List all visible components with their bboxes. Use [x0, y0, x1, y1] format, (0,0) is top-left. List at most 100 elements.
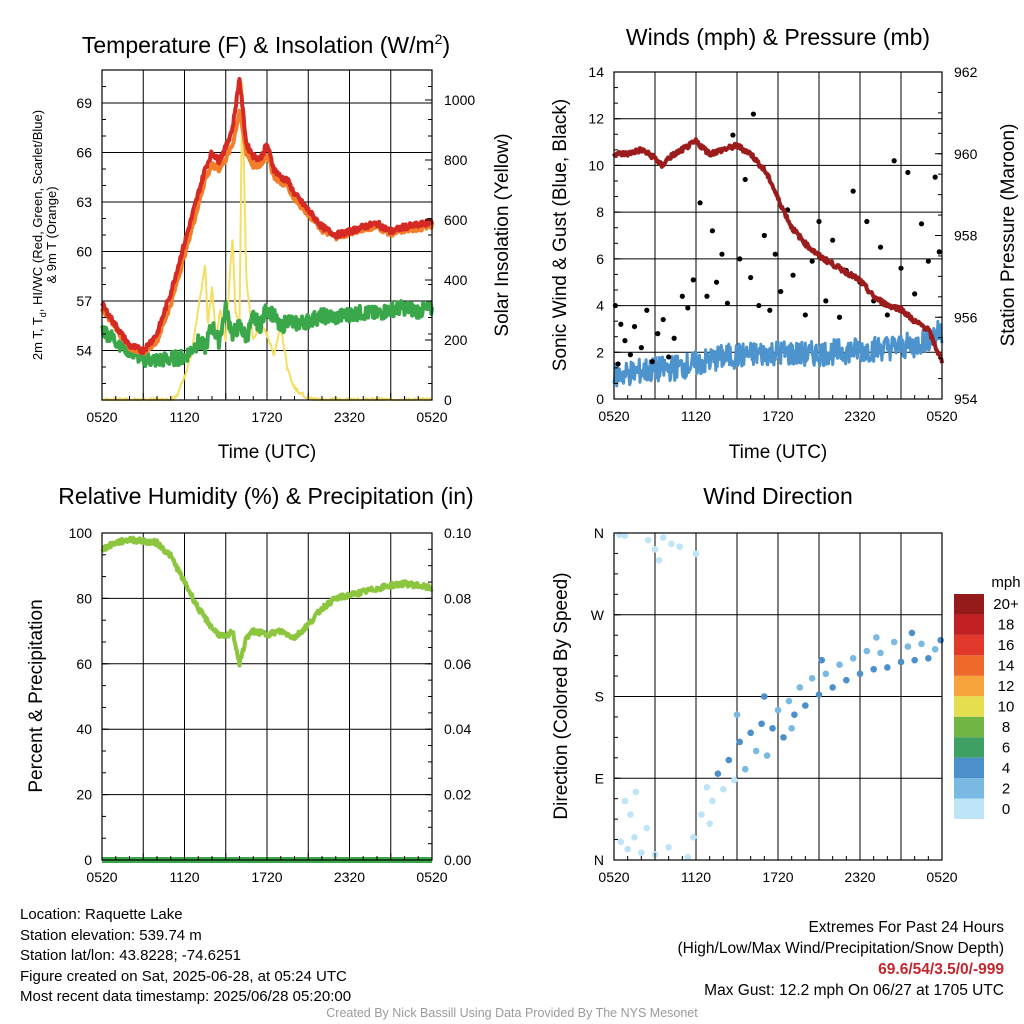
- direction-point: [815, 691, 823, 698]
- x-tick-label: 1720: [762, 408, 793, 424]
- direction-point: [752, 747, 760, 755]
- gust-point: [750, 111, 757, 117]
- gust-point: [704, 293, 710, 299]
- direction-point: [763, 752, 771, 759]
- gust-point: [891, 158, 897, 164]
- direction-point: [720, 785, 727, 793]
- gust-point: [697, 200, 703, 206]
- gust-point: [756, 302, 762, 309]
- wind-line: [612, 319, 944, 388]
- y2-tick-label: 0.02: [444, 787, 471, 803]
- x-tick-label: 0520: [926, 869, 957, 885]
- rh-ylabel-left: Percent & Precipitation: [26, 599, 47, 792]
- x-tick-label: 0520: [416, 869, 447, 885]
- direction-point: [689, 833, 697, 841]
- direction-point: [849, 655, 857, 662]
- gust-point: [761, 232, 767, 239]
- gust-point: [660, 316, 666, 323]
- gust-point: [816, 218, 822, 225]
- x-tick-label: 1120: [681, 408, 711, 424]
- temp-title: Temperature (F) & Insolation (W/m2): [82, 31, 450, 58]
- x-tick-label: 2320: [334, 409, 365, 425]
- direction-point: [706, 820, 713, 827]
- temp-line: [100, 76, 434, 356]
- direction-point: [758, 720, 765, 728]
- colorbar-swatch: [954, 634, 984, 656]
- y-tick-label: 14: [588, 64, 604, 80]
- colorbar-swatch: [954, 798, 984, 819]
- gust-point: [655, 331, 661, 337]
- direction-point: [714, 770, 722, 778]
- gust-point: [918, 221, 925, 227]
- temp-xlabel: Time (UTC): [218, 442, 317, 463]
- direction-point: [863, 647, 871, 655]
- wind-ylabel-right: Station Pressure (Maroon): [998, 124, 1019, 347]
- extremes-values: 69.6/54/3.5/0/-999: [878, 961, 1004, 978]
- direction-point: [802, 702, 809, 709]
- x-tick-label: 2320: [334, 869, 365, 885]
- gust-point: [679, 293, 685, 299]
- dir-panel: Wind Direction 0520 1120 1720 2320 0520NESWN…: [551, 483, 1021, 885]
- y2-tick-label: 1000: [444, 92, 475, 108]
- y2-tick-label: 0.06: [444, 656, 471, 672]
- direction-point: [643, 824, 651, 832]
- direction-point: [873, 634, 880, 641]
- x-tick-label: 0520: [598, 869, 629, 885]
- wind-series: [612, 111, 944, 388]
- station-location: Location: Raquette Lake: [20, 906, 183, 923]
- x-tick-label: 0520: [598, 408, 629, 424]
- direction-point: [644, 536, 652, 544]
- colorbar-label: 18: [998, 617, 1015, 634]
- direction-point: [836, 661, 843, 669]
- y2-tick-label: 958: [954, 228, 978, 244]
- direction-point: [769, 724, 776, 732]
- gust-point: [631, 323, 638, 330]
- y2-tick-label: 0: [444, 392, 452, 408]
- y-tick-label: W: [591, 607, 605, 623]
- direction-point: [904, 643, 912, 650]
- y2-tick-label: 600: [444, 212, 468, 228]
- direction-point: [890, 638, 898, 646]
- direction-point: [791, 711, 798, 718]
- direction-point: [665, 843, 672, 851]
- gust-point: [724, 300, 731, 306]
- direction-point: [741, 765, 749, 773]
- direction-point: [621, 797, 629, 805]
- y-tick-label: N: [594, 852, 604, 868]
- gust-point: [936, 249, 942, 255]
- x-tick-label: 0520: [416, 409, 447, 425]
- colorbar-label: 16: [998, 637, 1015, 654]
- figure-created: Figure created on Sat, 2025-06-28, at 05…: [20, 967, 347, 985]
- direction-point: [796, 684, 804, 691]
- y-tick-label: 20: [76, 787, 92, 803]
- gust-point: [836, 314, 843, 320]
- gust-point: [649, 359, 655, 365]
- y-tick-label: 100: [69, 525, 93, 541]
- y2-tick-label: 956: [954, 309, 978, 325]
- direction-point: [621, 532, 629, 540]
- direction-point: [624, 845, 631, 853]
- colorbar-swatch: [954, 757, 984, 779]
- direction-point: [856, 670, 864, 678]
- wind-ylabel-left: Sonic Wind & Gust (Blue, Black): [550, 99, 571, 371]
- direction-point: [908, 629, 916, 637]
- x-tick-label: 0520: [86, 869, 117, 885]
- x-tick-label: 1120: [681, 869, 711, 885]
- direction-point: [638, 849, 645, 857]
- temp-ylabel-right: Solar Insolation (Yellow): [492, 133, 513, 336]
- direction-point: [937, 636, 944, 644]
- direction-point: [631, 833, 638, 841]
- dir-ylabel-left: Direction (Colored By Speed): [551, 572, 572, 819]
- gust-point: [737, 256, 743, 262]
- gust-point: [823, 298, 829, 304]
- x-tick-label: 1720: [251, 869, 282, 885]
- direction-point: [918, 640, 925, 648]
- temp-ticks: 0520 1120 1720 2320 0520 54 57 60 63 66 69 0 200 400 6…: [76, 69, 475, 425]
- gust-point: [778, 288, 784, 295]
- colorbar-swatch: [954, 696, 984, 717]
- colorbar-label: 0: [1002, 801, 1010, 818]
- wind-panel: Winds (mph) & Pressure (mb) 0520 1120 1720…: [550, 24, 1019, 463]
- temp-ylabel-line2: & 9m T (Orange): [44, 186, 59, 283]
- y2-tick-label: 0.04: [444, 721, 471, 737]
- credit-line: Created By Nick Bassill Using Data Provi…: [326, 1006, 698, 1020]
